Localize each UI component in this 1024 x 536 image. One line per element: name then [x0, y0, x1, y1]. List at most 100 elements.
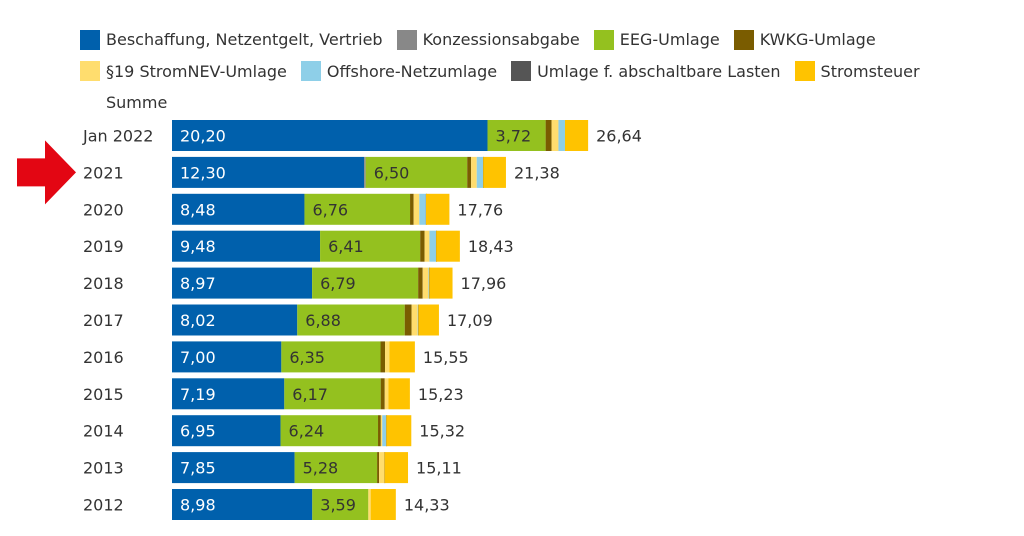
legend-label: Umlage f. abschaltbare Lasten	[537, 61, 781, 81]
bar-segment-eeg-umlage	[312, 267, 419, 299]
bar-segment-eeg-umlage	[284, 378, 381, 410]
legend-label: Offshore-Netzumlage	[326, 61, 498, 81]
bar-row: 2017 8,02 6,88 17,09	[83, 304, 493, 336]
category-label: 2015	[83, 385, 124, 404]
category-label: 2013	[83, 459, 124, 478]
total-value-label: 17,76	[457, 200, 503, 219]
total-value-label: 18,43	[468, 237, 514, 256]
bar-segment-19-stromnev-umlage	[471, 156, 477, 188]
segment-value-label: 7,00	[180, 348, 216, 367]
segment-value-label: 3,59	[320, 496, 356, 515]
category-label: 2019	[83, 237, 124, 256]
bar-row: Jan 2022 20,20 3,72 26,64	[82, 120, 642, 151]
bar-row: 2014 6,95 6,24 15,32	[83, 415, 465, 447]
bar-segment-kwkg-umlage	[380, 378, 385, 410]
bar-segment-stromsteuer	[436, 230, 460, 262]
bar-segment-stromsteuer	[389, 341, 415, 373]
segment-value-label: 6,88	[305, 311, 341, 330]
bar-segment-stromsteuer	[370, 489, 396, 520]
legend-label: EEG-Umlage	[619, 30, 720, 49]
bar-segment-kwkg-umlage	[377, 452, 380, 484]
total-value-label: 15,32	[419, 422, 465, 441]
segment-value-label: 5,28	[303, 459, 339, 478]
bar-segment-eeg-umlage	[281, 341, 381, 373]
segment-value-label: 20,20	[180, 127, 226, 146]
legend-item-stromsteuer: Stromsteuer	[794, 58, 920, 85]
bar-segment-kwkg-umlage	[467, 156, 472, 188]
bar-segment-19-stromnev-umlage	[413, 193, 420, 225]
bar-row: 2018 8,97 6,79 17,96	[83, 267, 506, 299]
bar-segment-stromsteuer	[483, 156, 506, 188]
legend-swatch	[794, 61, 815, 81]
legend-swatch	[511, 61, 532, 81]
bar-segment-stromsteuer	[388, 378, 410, 410]
bar-segment-eeg-umlage	[294, 452, 378, 484]
legend-label: Summe	[106, 93, 168, 112]
bar-segment-stromsteuer	[418, 304, 439, 336]
bar-segment-eeg-umlage	[312, 489, 369, 520]
bar-segment-kwkg-umlage	[418, 267, 423, 299]
bar-segment-offshore-netzumlage	[476, 156, 483, 188]
segment-value-label: 8,48	[180, 200, 216, 219]
bar-row: 2015 7,19 6,17 15,23	[83, 378, 464, 410]
bar-segment-19-stromnev-umlage	[368, 489, 371, 520]
segment-value-label: 8,98	[180, 496, 216, 515]
legend-item-konzessionsabgabe: Konzessionsabgabe	[396, 26, 580, 53]
total-value-label: 17,09	[447, 311, 493, 330]
bar-segment-19-stromnev-umlage	[379, 452, 385, 484]
legend-swatch	[396, 29, 417, 50]
category-label: 2017	[83, 311, 124, 330]
legend-item-summe: Summe	[106, 89, 167, 116]
segment-value-label: 8,02	[180, 311, 216, 330]
bar-row: 2016 7,00 6,35 15,55	[83, 341, 469, 373]
legend-item-eeg-umlage: EEG-Umlage	[593, 26, 720, 53]
total-value-label: 15,55	[423, 348, 469, 367]
segment-value-label: 8,97	[180, 274, 216, 293]
legend-label: §19 StromNEV-Umlage	[106, 61, 287, 81]
bar-segment-eeg-umlage	[304, 193, 411, 225]
bar-segment-beschaffung-netzentgelt-vertrieb	[172, 341, 282, 373]
bar-segment-kwkg-umlage	[420, 230, 425, 262]
segment-value-label: 6,79	[320, 274, 356, 293]
segment-value-label: 7,85	[180, 459, 216, 478]
bar-segment-19-stromnev-umlage	[411, 304, 418, 336]
segment-value-label: 3,72	[496, 127, 532, 146]
category-label: 2012	[83, 496, 124, 515]
bar-segment-beschaffung-netzentgelt-vertrieb	[172, 489, 313, 520]
bar-segment-eeg-umlage	[487, 120, 546, 151]
legend-label: Konzessionsabgabe	[422, 30, 580, 49]
segment-value-label: 12,30	[180, 163, 226, 182]
total-value-label: 15,11	[416, 459, 462, 478]
category-label: 2016	[83, 348, 124, 367]
bar-segment-beschaffung-netzentgelt-vertrieb	[172, 156, 365, 188]
bar-segment-beschaffung-netzentgelt-vertrieb	[172, 120, 488, 151]
chart-legend: Beschaffung, Netzentgelt, Vertrieb Konzes…	[80, 26, 1010, 116]
category-label: 2018	[83, 274, 124, 293]
bar-segment-offshore-netzumlage	[382, 415, 387, 447]
bar-segment-19-stromnev-umlage	[551, 120, 559, 151]
legend-label: Stromsteuer	[820, 61, 920, 81]
legend-swatch	[593, 29, 614, 50]
legend-item-kwkg-umlage: KWKG-Umlage	[733, 26, 876, 53]
bar-segment-kwkg-umlage	[404, 304, 412, 336]
bar-segment-beschaffung-netzentgelt-vertrieb	[172, 230, 321, 262]
category-label: 2014	[83, 422, 124, 441]
bar-row: 2012 8,98 3,59 14,33	[83, 489, 450, 520]
legend-item-beschaffung-netzentgelt-vertrieb: Beschaffung, Netzentgelt, Vertrieb	[80, 26, 383, 53]
legend-item-offshore-netzumlage: Offshore-Netzumlage	[300, 58, 498, 85]
total-value-label: 14,33	[404, 496, 450, 515]
bar-segment-offshore-netzumlage	[419, 193, 426, 225]
legend-label: Beschaffung, Netzentgelt, Vertrieb	[106, 30, 383, 49]
bar-segment-kwkg-umlage	[410, 193, 414, 225]
bar-segment-19-stromnev-umlage	[385, 341, 390, 373]
bar-row: 2013 7,85 5,28 15,11	[83, 452, 462, 484]
legend-swatch	[80, 29, 100, 50]
bar-segment-offshore-netzumlage	[429, 230, 436, 262]
category-label: 2020	[83, 200, 124, 219]
bar-segment-beschaffung-netzentgelt-vertrieb	[172, 452, 295, 484]
bar-segment-eeg-umlage	[297, 304, 405, 336]
segment-value-label: 7,19	[180, 385, 216, 404]
bar-segment-stromsteuer	[429, 267, 453, 299]
bar-segment-beschaffung-netzentgelt-vertrieb	[172, 415, 281, 447]
